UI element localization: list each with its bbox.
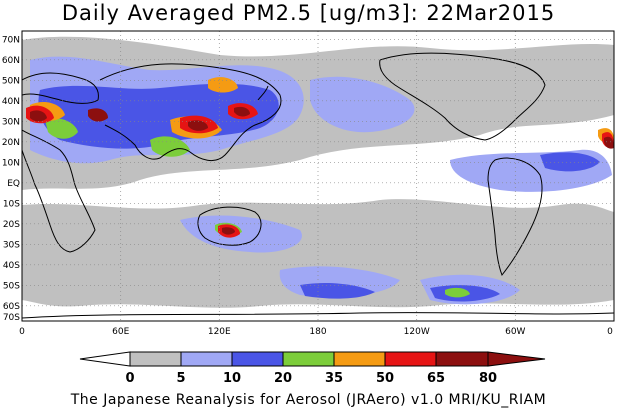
lat-label: 30S <box>3 240 20 250</box>
asia-coastline <box>99 63 282 162</box>
lon-label: 0 <box>19 327 25 337</box>
lat-label: EQ <box>7 179 20 189</box>
lat-label: 30N <box>2 117 20 127</box>
pm25-darkred-zone <box>604 136 614 149</box>
europe-coastline <box>22 72 99 104</box>
lat-label: 40S <box>3 261 20 271</box>
pm25-darkred-zone <box>222 227 235 235</box>
lat-label: 70N <box>2 35 20 45</box>
north-america-coastline <box>379 52 546 141</box>
japan-coastline <box>257 85 269 101</box>
lon-label: 180 <box>309 327 326 337</box>
australia-coastline <box>197 206 262 246</box>
lat-label: 20N <box>2 138 20 148</box>
colorbar-segment <box>384 351 437 367</box>
colorbar <box>79 351 546 367</box>
pm25-green-zone <box>150 136 190 157</box>
lat-label: 60S <box>3 302 20 312</box>
colorbar-tick-label: 10 <box>223 371 241 386</box>
lat-label: 70S <box>3 313 20 323</box>
pm25-darkred-zone <box>234 106 250 117</box>
colorbar-segment <box>79 351 131 367</box>
colorbar-tick-label: 0 <box>125 371 134 386</box>
colorbar-segment <box>435 351 489 367</box>
lon-label: 60W <box>505 327 525 337</box>
antarctica-coastline <box>22 312 614 319</box>
longitude-axis: 0 60E 120E 180 120W 60W 0 <box>19 327 613 337</box>
lat-label: 40N <box>2 97 20 107</box>
colorbar-segment <box>487 351 546 367</box>
colorbar-tick-label: 5 <box>176 371 185 386</box>
credit-line: The Japanese Reanalysis for Aerosol (JRA… <box>70 392 547 408</box>
map-frame <box>21 30 615 322</box>
pm25-blue-zone <box>540 152 600 172</box>
pm25-lightblue-zone <box>310 76 415 133</box>
colorbar-segment <box>333 351 386 367</box>
lat-label: 10S <box>3 199 20 209</box>
lon-label: 120E <box>208 327 231 337</box>
lon-label: 120W <box>404 327 430 337</box>
pm25-darkred-zone <box>188 120 208 131</box>
pm25-orange-zone <box>208 77 238 93</box>
coastline-layer <box>22 52 614 319</box>
colorbar-segment <box>282 351 335 367</box>
pm25-darkred-zone <box>88 108 108 122</box>
map-title: Daily Averaged PM2.5 [ug/m3]: 22Mar2015 <box>61 1 556 25</box>
colorbar-tick-label: 65 <box>427 371 445 386</box>
lat-label: 10N <box>2 158 20 168</box>
colorbar-segment <box>231 351 284 367</box>
pm25-darkred-zone <box>30 110 47 122</box>
colorbar-segment <box>180 351 233 367</box>
colorbar-tick-label: 20 <box>274 371 292 386</box>
graticule-layer <box>22 31 614 321</box>
lat-label: 50S <box>3 281 20 291</box>
lon-label: 60E <box>112 327 129 337</box>
pm25-lightblue-zone <box>180 215 302 253</box>
lat-label: 20S <box>3 220 20 230</box>
pm25-green-zone <box>445 287 470 298</box>
colorbar-ticks: 0 5 10 20 35 50 65 80 <box>125 371 497 386</box>
africa-coastline <box>22 129 96 253</box>
pm25-field-layer <box>22 36 614 308</box>
lat-label: 60N <box>2 56 20 66</box>
colorbar-tick-label: 35 <box>325 371 343 386</box>
colorbar-tick-label: 80 <box>479 371 497 386</box>
south-america-coastline <box>487 157 543 276</box>
lat-label: 50N <box>2 76 20 86</box>
map-panel <box>21 30 615 322</box>
pm25-green-zone <box>45 118 78 139</box>
pm25-blue-zone <box>300 282 375 299</box>
colorbar-segment <box>129 351 182 367</box>
lon-label: 0 <box>607 327 613 337</box>
latitude-axis: 70N 60N 50N 40N 30N 20N 10N EQ 10S 20S 3… <box>2 35 20 323</box>
colorbar-tick-label: 50 <box>376 371 394 386</box>
